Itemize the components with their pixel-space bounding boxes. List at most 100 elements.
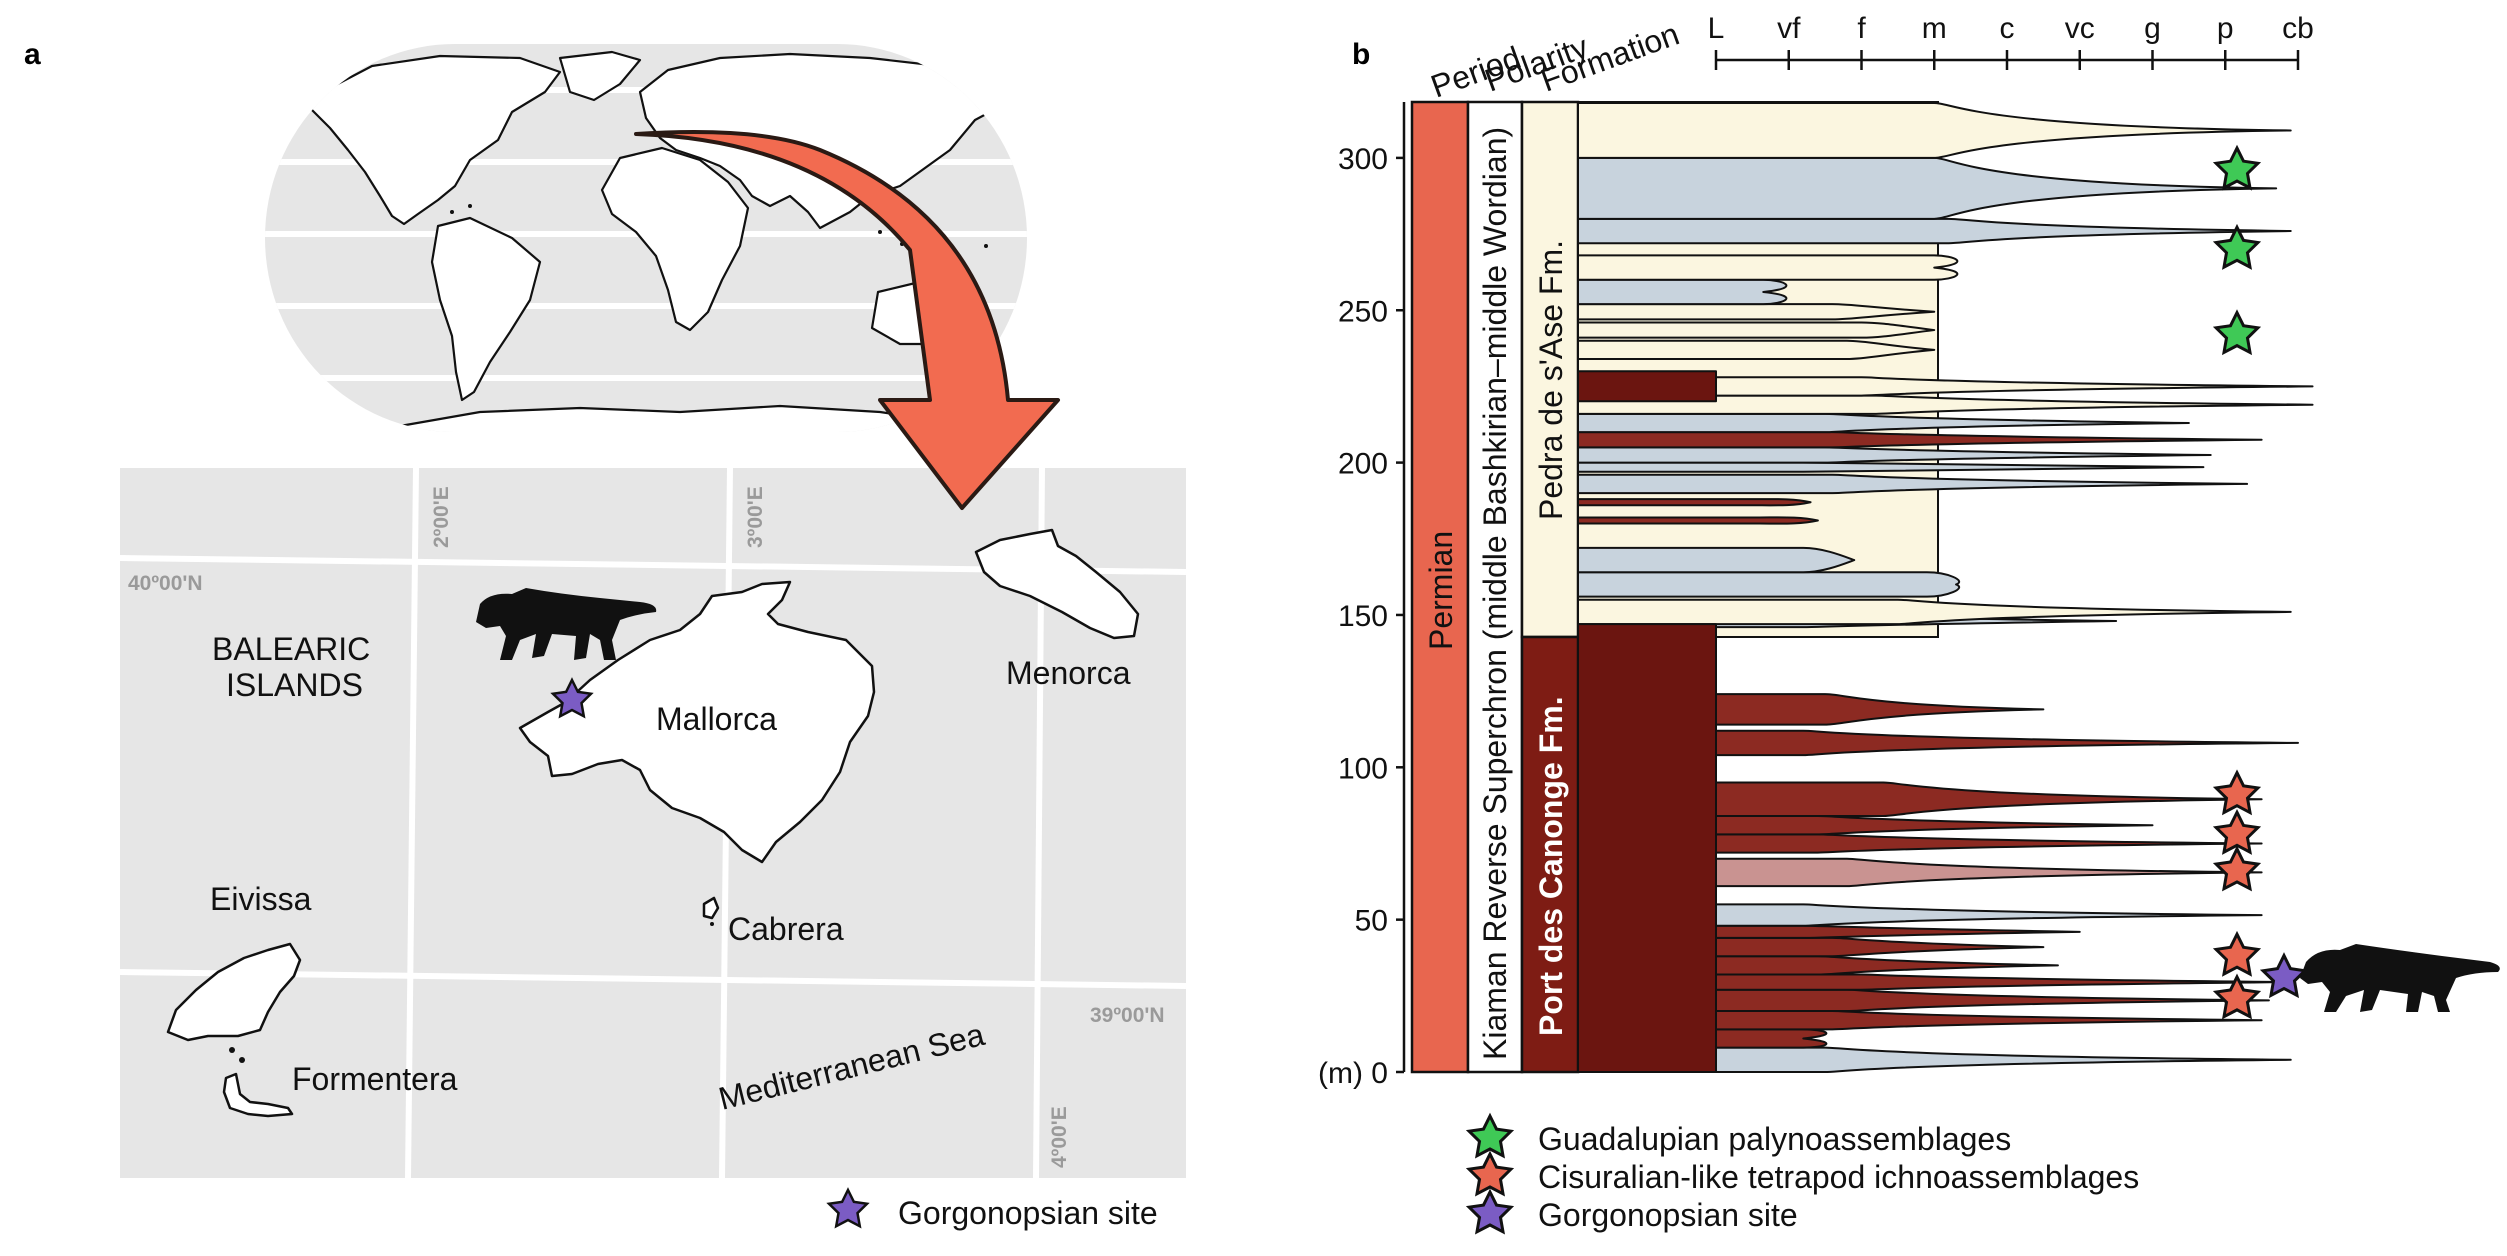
gorgonopsian-site-star-map	[550, 677, 594, 719]
depth-label-150: 150	[1338, 600, 1388, 633]
bed-24	[1577, 431, 2263, 449]
bed-19	[1577, 516, 1819, 525]
grain-label-p: p	[2217, 12, 2234, 45]
formation-lower-label: Port des Canonge Fm.	[1533, 696, 1569, 1036]
bed-9	[1577, 857, 2263, 888]
marker-green-star-1	[2212, 223, 2262, 270]
grain-label-vf: vf	[1777, 12, 1801, 45]
island-formentera	[222, 1072, 294, 1118]
lon-label-2e: 2º00'E	[430, 486, 453, 548]
log-legend: Guadalupian palynoassemblagesCisuralian-…	[1465, 1112, 2139, 1235]
grain-label-L: L	[1708, 12, 1725, 45]
island-mallorca	[518, 580, 876, 864]
lat-label-40n: 40º00'N	[128, 572, 203, 595]
depth-label-0: (m) 0	[1318, 1057, 1388, 1090]
bed-22	[1577, 461, 2205, 473]
bed-17	[1577, 571, 1960, 598]
bed-29	[1577, 321, 1936, 339]
bed-32	[1577, 254, 1959, 281]
bed-12	[1577, 781, 2263, 818]
continent-antarctica	[398, 404, 962, 432]
location-arrow	[634, 130, 1060, 510]
legend-star-1	[1465, 1150, 1515, 1197]
grain-label-c: c	[2000, 12, 2015, 45]
polarity-label: Kiaman Reverse Superchron (middle Bashki…	[1477, 127, 1513, 1060]
label-formentera: Formentera	[292, 1061, 458, 1097]
marker-red-star-3	[2212, 930, 2262, 977]
gorgonopsian-silhouette-log	[2300, 944, 2500, 1012]
header-formation: Formation	[1536, 15, 1684, 98]
formation-lower-column	[1520, 635, 1580, 1074]
continent-greenland	[558, 50, 642, 102]
bed-27	[1577, 376, 2314, 397]
bed-25	[1577, 412, 2190, 434]
period-label: Permian	[1423, 531, 1459, 650]
marker-green-star-0	[2212, 144, 2262, 191]
bed-2	[1577, 1010, 2263, 1031]
bed-28	[1577, 339, 1936, 361]
legend-label-0: Guadalupian palynoassemblages	[1538, 1121, 2011, 1157]
formation-upper-label: Pedra de s'Ase Fm.	[1533, 240, 1569, 520]
depth-axis: (m) 0 50 100 150 200 250 300	[1318, 102, 1406, 1090]
bed-35	[1577, 102, 2292, 159]
legend-label-map: Gorgonopsian site	[898, 1195, 1158, 1231]
label-eivissa: Eivissa	[210, 881, 312, 917]
strat-columns	[1410, 100, 1580, 1074]
marker-green-star-2	[2212, 309, 2262, 356]
bed-8	[1577, 903, 2263, 927]
grain-label-g: g	[2144, 12, 2161, 45]
lithology-log	[1577, 101, 2314, 1073]
bed-33	[1577, 217, 2292, 245]
legend-label-2: Gorgonopsian site	[1538, 1197, 1798, 1233]
depth-label-300: 300	[1338, 143, 1388, 176]
label-mallorca: Mallorca	[656, 701, 777, 737]
bed-20	[1577, 498, 1812, 507]
bed-23	[1577, 446, 2212, 464]
marker-red-star-1	[2212, 808, 2262, 855]
label-cabrera: Cabrera	[728, 911, 844, 947]
bed-21	[1577, 473, 2249, 495]
region-label-line1: BALEARIC	[212, 631, 370, 667]
panel-b-label: b	[1352, 38, 1370, 71]
gorgonopsian-silhouette-map	[476, 588, 657, 660]
mudstone-upper	[1577, 370, 1717, 403]
depth-label-200: 200	[1338, 448, 1388, 481]
meridian-2e	[405, 467, 419, 1179]
bed-16	[1577, 598, 2292, 626]
lon-label-4e: 4º00'E	[1048, 1106, 1071, 1168]
depth-label-250: 250	[1338, 295, 1388, 328]
polarity-column	[1466, 100, 1524, 1074]
island-menorca	[974, 528, 1140, 640]
formation-upper-column	[1520, 100, 1580, 639]
bed-31	[1577, 278, 1788, 306]
mudstone-lower	[1577, 623, 1717, 1073]
bed-18	[1577, 546, 1856, 574]
world-map	[265, 44, 1027, 432]
island-cabrera	[702, 896, 720, 920]
grain-label-f: f	[1857, 12, 1866, 45]
marker-red-star-2	[2212, 845, 2262, 892]
grain-label-cb: cb	[2282, 12, 2314, 45]
continent-africa	[600, 146, 750, 332]
bed-3	[1577, 988, 2270, 1013]
grain-label-vc: vc	[2065, 12, 2095, 45]
bed-10	[1577, 833, 2263, 854]
bed-26	[1577, 394, 2314, 415]
depth-label-100: 100	[1338, 752, 1388, 785]
marker-red-star-4	[2212, 973, 2262, 1020]
legend-label-1: Cisuralian-like tetrapod ichnoassemblage…	[1538, 1159, 2139, 1195]
legend-star-2	[1465, 1188, 1515, 1235]
parallel-39n	[119, 969, 1187, 989]
period-column	[1410, 100, 1470, 1074]
regional-map: 2º00'E 3º00'E 4º00'E 40º00'N 39º00'N	[119, 130, 1187, 1179]
island-eivissa	[166, 942, 302, 1042]
lat-label-39n: 39º00'N	[1090, 1004, 1165, 1027]
region-label-line2: ISLANDS	[226, 667, 363, 703]
lon-label-3e: 3º00'E	[744, 486, 767, 548]
legend-purple-star-map	[826, 1187, 870, 1229]
label-menorca: Menorca	[1006, 655, 1131, 691]
panel-a-label: a	[24, 38, 41, 71]
bed-34	[1577, 156, 2278, 220]
marker-purple-star-0	[2259, 952, 2309, 999]
